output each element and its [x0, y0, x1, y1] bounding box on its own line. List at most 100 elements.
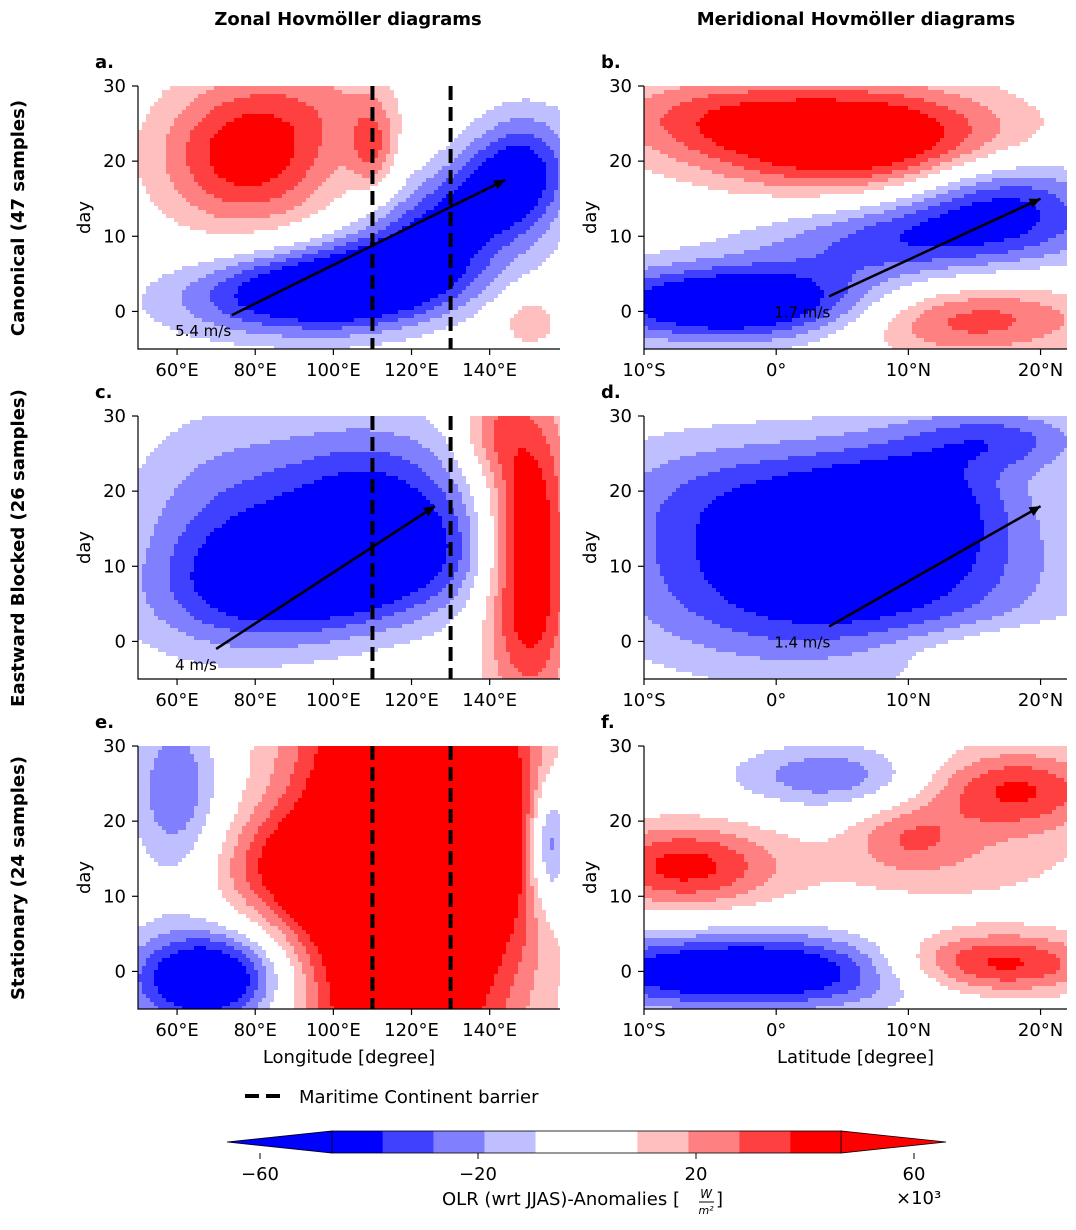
- field-cell: [218, 154, 222, 158]
- field-cell: [334, 274, 338, 278]
- field-cell: [326, 302, 330, 306]
- field-cell: [182, 302, 186, 306]
- field-cell: [426, 250, 430, 254]
- field-cell: [538, 250, 542, 254]
- field-cell: [406, 270, 410, 274]
- field-cell: [230, 98, 234, 102]
- field-cell: [238, 318, 242, 322]
- field-cell: [506, 170, 510, 174]
- field-cell: [438, 262, 442, 266]
- field-cell: [242, 134, 246, 138]
- field-cell: [498, 266, 502, 270]
- field-cell: [478, 234, 482, 238]
- field-cell: [186, 178, 190, 182]
- field-cell: [326, 314, 330, 318]
- field-cell: [342, 234, 346, 238]
- field-cell: [366, 146, 370, 150]
- field-cell: [326, 146, 330, 150]
- field-cell: [206, 226, 210, 230]
- field-cell: [510, 230, 514, 234]
- field-cell: [514, 218, 518, 222]
- field-cell: [522, 170, 526, 174]
- field-cell: [154, 198, 158, 202]
- field-cell: [518, 102, 522, 106]
- field-cell: [242, 206, 246, 210]
- field-cell: [450, 146, 454, 150]
- field-cell: [538, 258, 542, 262]
- field-cell: [546, 126, 550, 130]
- field-cell: [530, 110, 534, 114]
- field-cell: [442, 162, 446, 166]
- field-cell: [166, 174, 170, 178]
- field-cell: [202, 290, 206, 294]
- field-cell: [446, 278, 450, 282]
- field-cell: [330, 114, 334, 118]
- field-cell: [494, 202, 498, 206]
- field-cell: [398, 206, 402, 210]
- field-cell: [390, 310, 394, 314]
- field-cell: [218, 318, 222, 322]
- field-cell: [154, 318, 158, 322]
- field-cell: [202, 162, 206, 166]
- field-cell: [218, 122, 222, 126]
- field-cell: [390, 286, 394, 290]
- field-cell: [506, 230, 510, 234]
- field-cell: [346, 114, 350, 118]
- field-cell: [382, 162, 386, 166]
- field-cell: [394, 206, 398, 210]
- field-cell: [466, 206, 470, 210]
- field-cell: [314, 298, 318, 302]
- field-cell: [226, 218, 230, 222]
- field-cell: [298, 242, 302, 246]
- field-cell: [222, 142, 226, 146]
- field-cell: [490, 286, 494, 290]
- field-cell: [382, 250, 386, 254]
- field-cell: [362, 238, 366, 242]
- field-cell: [430, 294, 434, 298]
- field-cell: [190, 214, 194, 218]
- field-cell: [374, 302, 378, 306]
- field-cell: [466, 266, 470, 270]
- field-cell: [278, 142, 282, 146]
- field-cell: [198, 286, 202, 290]
- field-cell: [306, 146, 310, 150]
- field-cell: [174, 122, 178, 126]
- field-cell: [506, 106, 510, 110]
- field-cell: [186, 222, 190, 226]
- field-cell: [210, 230, 214, 234]
- field-cell: [418, 186, 422, 190]
- field-cell: [262, 270, 266, 274]
- field-cell: [434, 278, 438, 282]
- field-cell: [166, 142, 170, 146]
- field-cell: [354, 238, 358, 242]
- field-cell: [302, 318, 306, 322]
- field-cell: [326, 118, 330, 122]
- field-cell: [514, 114, 518, 118]
- field-cell: [282, 294, 286, 298]
- field-cell: [526, 202, 530, 206]
- field-cell: [510, 222, 514, 226]
- field-cell: [506, 122, 510, 126]
- field-cell: [354, 290, 358, 294]
- field-cell: [254, 226, 258, 230]
- field-cell: [150, 162, 154, 166]
- field-cell: [186, 194, 190, 198]
- field-cell: [254, 110, 258, 114]
- field-cell: [206, 202, 210, 206]
- field-cell: [494, 190, 498, 194]
- field-cell: [550, 234, 554, 238]
- field-cell: [362, 138, 366, 142]
- field-cell: [442, 170, 446, 174]
- field-cell: [550, 242, 554, 246]
- field-cell: [426, 298, 430, 302]
- field-cell: [278, 278, 282, 282]
- field-cell: [478, 218, 482, 222]
- field-cell: [366, 282, 370, 286]
- field-cell: [342, 174, 346, 178]
- field-cell: [294, 294, 298, 298]
- field-cell: [190, 226, 194, 230]
- field-cell: [218, 158, 222, 162]
- field-cell: [234, 114, 238, 118]
- field-cell: [302, 310, 306, 314]
- field-cell: [414, 214, 418, 218]
